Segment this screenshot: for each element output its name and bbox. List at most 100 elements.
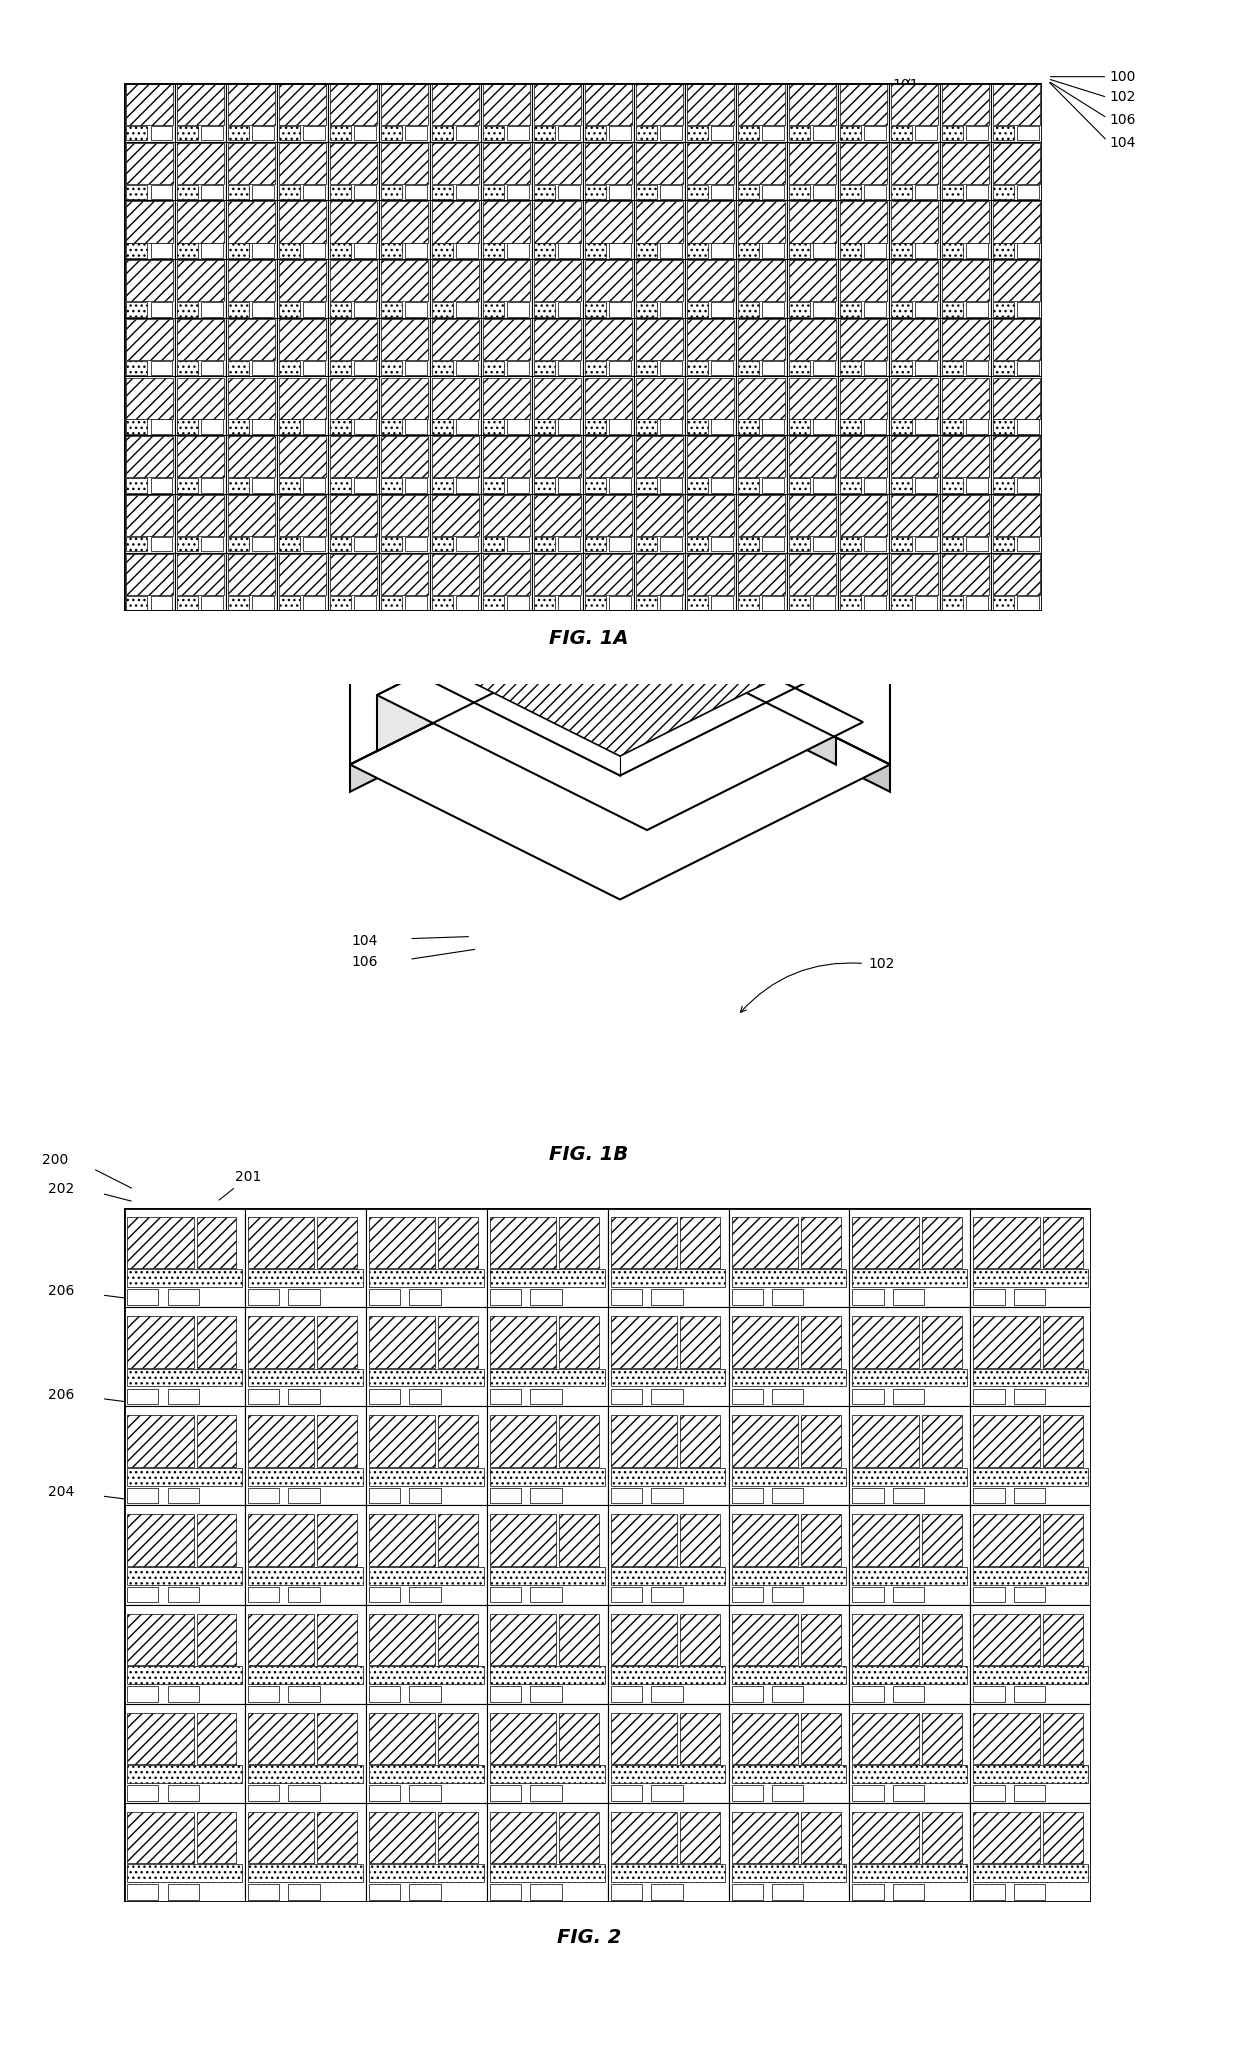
Bar bbox=[228, 553, 275, 595]
Bar bbox=[531, 1883, 562, 1900]
Bar bbox=[439, 1714, 479, 1763]
Bar bbox=[940, 259, 991, 317]
Bar bbox=[531, 1587, 562, 1602]
Bar bbox=[534, 553, 580, 595]
Bar bbox=[246, 1803, 366, 1902]
Bar bbox=[738, 479, 759, 493]
Bar bbox=[738, 143, 785, 184]
Bar bbox=[660, 361, 682, 375]
Bar bbox=[490, 1467, 605, 1486]
Bar bbox=[432, 261, 479, 300]
Bar bbox=[534, 85, 580, 124]
Bar bbox=[941, 377, 988, 419]
Bar bbox=[531, 1289, 562, 1305]
Bar bbox=[789, 143, 836, 184]
Bar bbox=[890, 319, 937, 361]
Bar bbox=[197, 1216, 237, 1268]
Bar bbox=[482, 419, 505, 433]
Bar bbox=[585, 437, 631, 477]
Bar bbox=[940, 493, 991, 553]
Bar bbox=[253, 242, 274, 257]
Bar bbox=[890, 361, 913, 375]
Bar bbox=[1043, 1216, 1083, 1268]
Bar bbox=[585, 201, 631, 242]
Bar bbox=[248, 1388, 279, 1405]
Bar bbox=[279, 261, 326, 300]
Bar bbox=[481, 435, 532, 493]
Bar bbox=[735, 435, 786, 493]
Bar bbox=[559, 1216, 599, 1268]
Bar bbox=[636, 242, 657, 257]
Bar bbox=[248, 1811, 315, 1863]
Bar bbox=[993, 553, 1039, 595]
Bar bbox=[490, 1883, 521, 1900]
Bar bbox=[368, 1566, 484, 1585]
Bar bbox=[966, 361, 987, 375]
Bar bbox=[732, 1666, 847, 1685]
Bar bbox=[126, 1811, 193, 1863]
Bar bbox=[532, 259, 583, 317]
Bar bbox=[482, 201, 529, 242]
Bar bbox=[609, 361, 631, 375]
Bar bbox=[507, 303, 528, 317]
Bar bbox=[684, 377, 735, 435]
Bar bbox=[430, 435, 481, 493]
Bar bbox=[490, 1216, 557, 1268]
Bar bbox=[126, 495, 172, 537]
Bar bbox=[1043, 1614, 1083, 1666]
Bar bbox=[248, 1289, 279, 1305]
Bar bbox=[277, 435, 327, 493]
Bar bbox=[636, 377, 683, 419]
Bar bbox=[839, 319, 887, 361]
Bar bbox=[304, 419, 325, 433]
Bar bbox=[366, 1407, 486, 1506]
Bar bbox=[993, 319, 1039, 361]
Bar bbox=[175, 141, 226, 201]
Bar bbox=[248, 1714, 315, 1763]
Bar bbox=[277, 317, 327, 377]
Bar bbox=[246, 1307, 366, 1407]
Bar bbox=[610, 1566, 725, 1585]
Bar bbox=[197, 1415, 237, 1467]
Bar bbox=[583, 553, 634, 611]
Bar bbox=[368, 1587, 401, 1602]
Bar bbox=[366, 1307, 486, 1407]
Bar bbox=[852, 1786, 884, 1801]
Bar bbox=[126, 143, 172, 184]
Bar bbox=[253, 595, 274, 609]
Bar bbox=[864, 595, 885, 609]
Bar bbox=[327, 435, 379, 493]
Bar bbox=[248, 1488, 279, 1504]
Bar bbox=[481, 493, 532, 553]
Bar bbox=[430, 201, 481, 259]
Bar bbox=[991, 377, 1042, 435]
Bar bbox=[585, 495, 631, 537]
Bar bbox=[991, 553, 1042, 611]
Bar bbox=[941, 537, 963, 551]
Bar bbox=[660, 479, 682, 493]
Polygon shape bbox=[593, 586, 836, 765]
Bar bbox=[636, 479, 657, 493]
Bar bbox=[732, 1316, 799, 1368]
Bar bbox=[585, 242, 606, 257]
Bar bbox=[636, 361, 657, 375]
Bar bbox=[248, 1515, 315, 1566]
Bar bbox=[177, 126, 198, 141]
Bar bbox=[729, 1703, 849, 1803]
Bar bbox=[839, 261, 887, 300]
Bar bbox=[534, 261, 580, 300]
Bar bbox=[732, 1370, 847, 1386]
Bar bbox=[801, 1714, 841, 1763]
Bar bbox=[228, 143, 275, 184]
Bar bbox=[729, 1208, 849, 1307]
Bar bbox=[973, 1488, 1004, 1504]
Bar bbox=[379, 317, 430, 377]
Bar bbox=[585, 319, 631, 361]
Bar bbox=[304, 242, 325, 257]
Text: FIG. 1A: FIG. 1A bbox=[549, 628, 629, 649]
Bar bbox=[490, 1587, 521, 1602]
Bar bbox=[167, 1786, 198, 1801]
Bar bbox=[248, 1614, 315, 1666]
Bar bbox=[921, 1415, 962, 1467]
Bar bbox=[838, 83, 889, 141]
